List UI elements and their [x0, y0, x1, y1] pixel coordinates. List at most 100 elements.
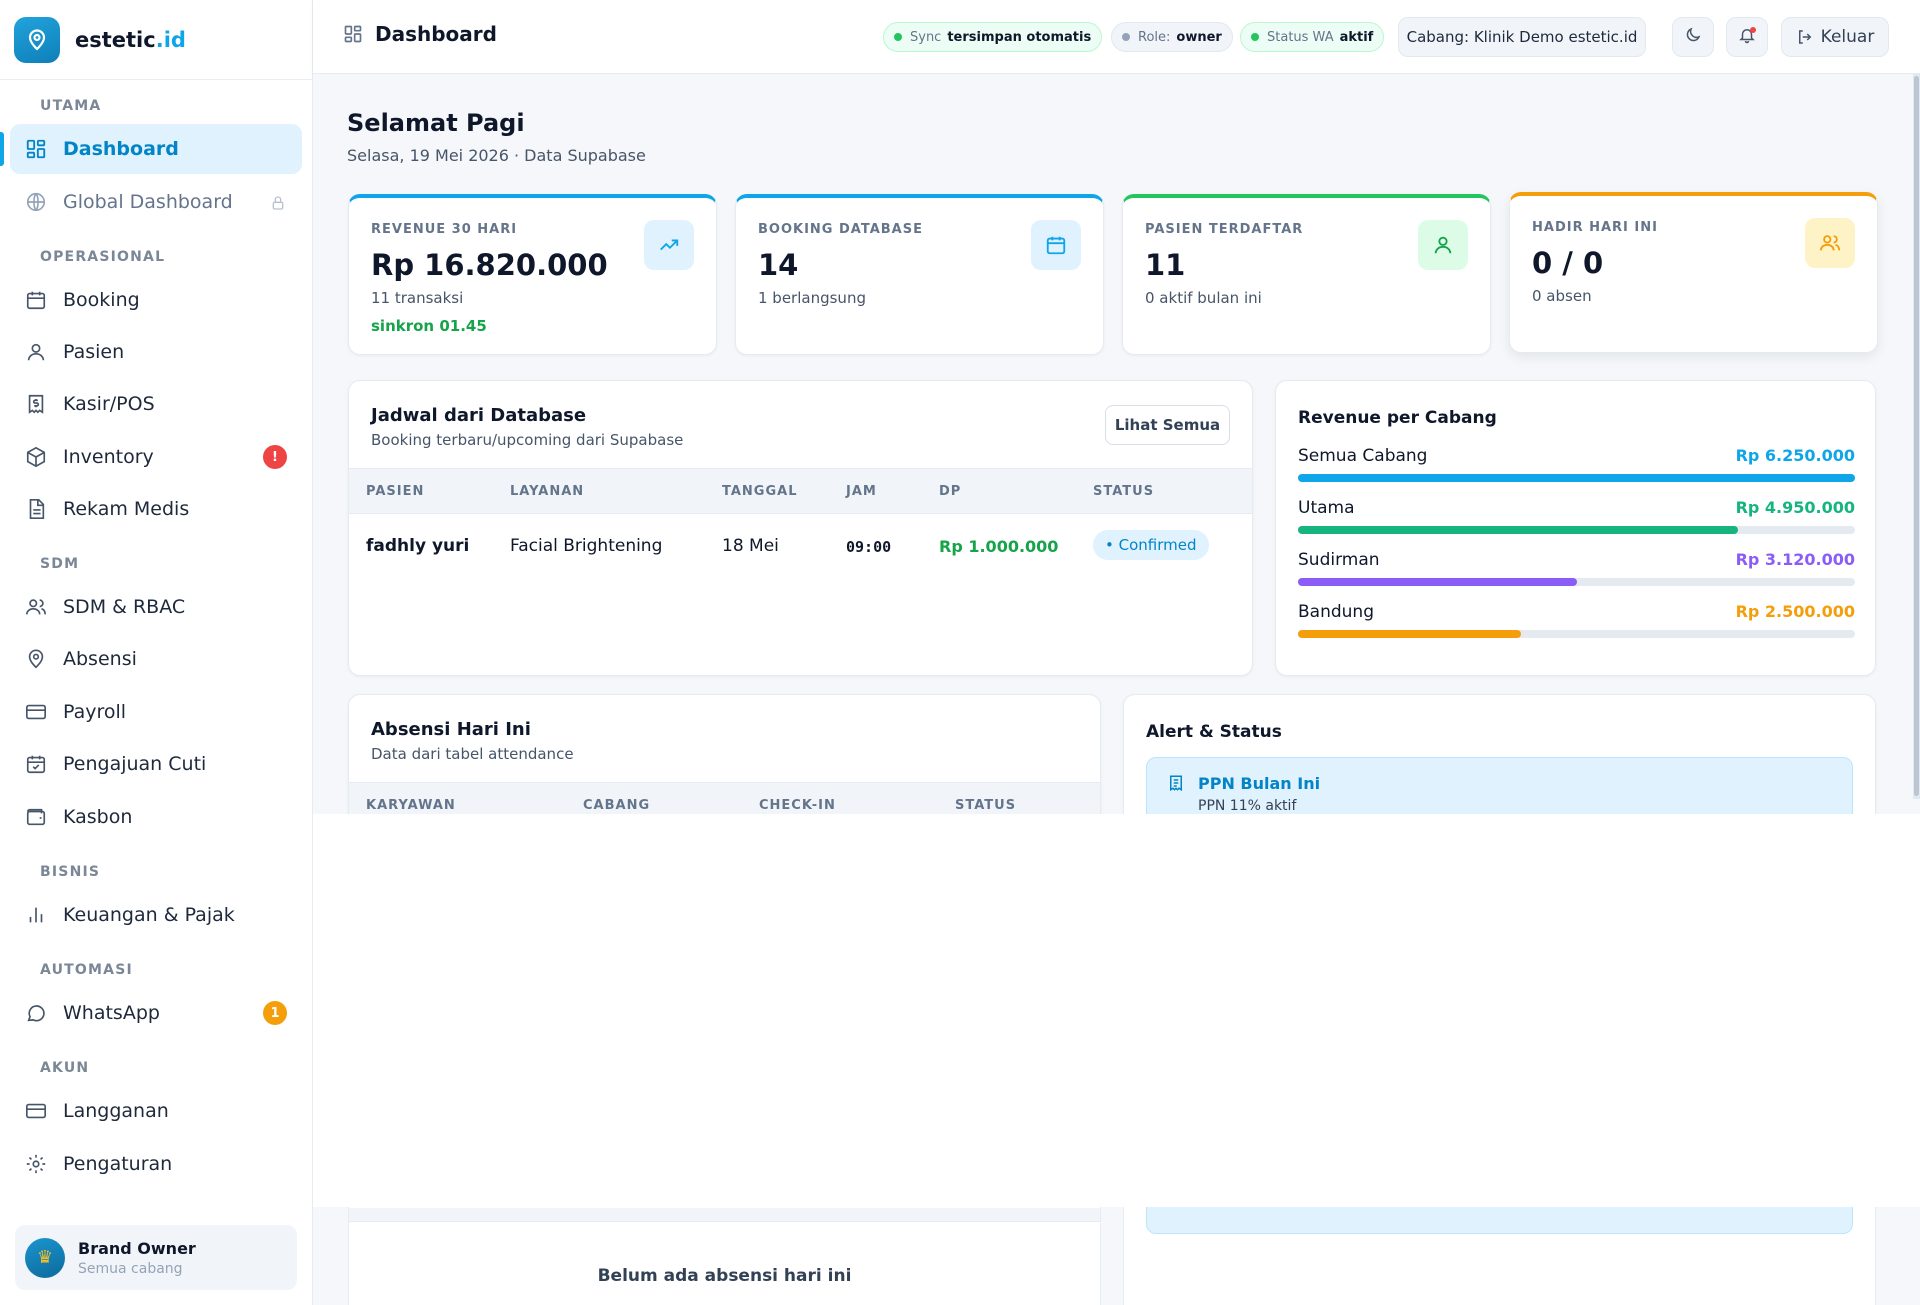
schedule-subtitle: Booking terbaru/upcoming dari Supabase	[371, 431, 684, 449]
lock-icon	[270, 194, 286, 210]
cell-jam: 09:00	[846, 538, 892, 556]
user-card[interactable]: ♛ Brand Owner Semua cabang	[15, 1225, 297, 1290]
receipt-dollar-icon	[25, 393, 47, 415]
wallet-icon	[25, 806, 47, 828]
role-key: Role:	[1138, 29, 1171, 45]
logout-button[interactable]: Keluar	[1781, 17, 1889, 57]
col-tanggal: TANGGAL	[722, 484, 798, 499]
sidebar-item-sdm-rbac[interactable]: SDM & RBAC	[10, 582, 302, 632]
sidebar-item-keuangan[interactable]: Keuangan & Pajak	[10, 890, 302, 940]
logout-icon	[1796, 28, 1814, 46]
branch-amount: Rp 6.250.000	[1735, 446, 1855, 465]
branch-name: Semua Cabang	[1298, 446, 1428, 466]
kpi-sub: 1 berlangsung	[758, 289, 866, 307]
branch-progress-fill	[1298, 578, 1577, 586]
role-value: owner	[1176, 29, 1222, 45]
sidebar-item-kasir[interactable]: Kasir/POS	[10, 379, 302, 429]
sidebar-item-label: Pengajuan Cuti	[63, 753, 207, 775]
col-jam: JAM	[846, 484, 877, 499]
sidebar-item-booking[interactable]: Booking	[10, 275, 302, 325]
sidebar-item-langganan[interactable]: Langganan	[10, 1086, 302, 1136]
branch-selector[interactable]: Cabang: Klinik Demo estetic.id	[1398, 17, 1646, 57]
map-pin-icon	[25, 648, 47, 670]
kpi-hadir-card: HADIR HARI INI 0 / 0 0 absen	[1509, 192, 1878, 353]
kpi-revenue-card: REVENUE 30 HARI Rp 16.820.000 11 transak…	[348, 194, 717, 355]
branch-progress-track	[1298, 630, 1855, 638]
theme-toggle-button[interactable]	[1672, 17, 1714, 57]
cell-layanan: Facial Brightening	[510, 536, 663, 556]
branch-progress-fill	[1298, 630, 1521, 638]
sidebar-item-inventory[interactable]: Inventory !	[10, 432, 302, 482]
sidebar-item-label: Kasir/POS	[63, 393, 155, 415]
sidebar-item-label: WhatsApp	[63, 1002, 160, 1024]
kpi-sub: 11 transaksi	[371, 289, 464, 307]
greeting-title: Selamat Pagi	[347, 109, 525, 137]
topbar: Dashboard Sync tersimpan otomatis Role: …	[313, 0, 1920, 74]
users-icon	[1805, 218, 1855, 268]
col-dp: DP	[939, 484, 962, 499]
col-karyawan: KARYAWAN	[366, 798, 456, 813]
branch-name: Bandung	[1298, 602, 1374, 622]
schedule-card: Jadwal dari Database Booking terbaru/upc…	[348, 380, 1253, 676]
chat-bubble-icon	[25, 1002, 47, 1024]
wa-value: aktif	[1339, 29, 1374, 45]
credit-card-icon	[25, 1100, 47, 1122]
kpi-value: 11	[1145, 248, 1186, 282]
moon-icon	[1684, 26, 1702, 48]
kpi-value: 14	[758, 248, 799, 282]
sidebar-item-rekam-medis[interactable]: Rekam Medis	[10, 484, 302, 534]
cell-dp: Rp 1.000.000	[939, 537, 1059, 556]
sidebar-item-global-dashboard[interactable]: Global Dashboard	[10, 177, 302, 227]
attendance-empty-panel: Belum ada absensi hari ini	[348, 1207, 1101, 1305]
notifications-button[interactable]	[1726, 17, 1768, 57]
see-all-button[interactable]: Lihat Semua	[1105, 405, 1230, 445]
sidebar-item-pengajuan-cuti[interactable]: Pengajuan Cuti	[10, 739, 302, 789]
status-dot	[894, 33, 902, 41]
sidebar-item-label: Payroll	[63, 701, 127, 723]
branch-progress-track	[1298, 526, 1855, 534]
attendance-card: Absensi Hari Ini Data dari tabel attenda…	[348, 694, 1101, 814]
section-operasional: OPERASIONAL	[40, 249, 166, 265]
sidebar-item-pasien[interactable]: Pasien	[10, 327, 302, 377]
calendar-check-icon	[25, 753, 47, 775]
sidebar-item-dashboard[interactable]: Dashboard	[0, 124, 302, 174]
sync-status-pill: Sync tersimpan otomatis	[883, 22, 1103, 52]
grid-icon	[25, 138, 47, 160]
alert-panel-continued	[1123, 1207, 1876, 1305]
alert-item-title: PPN Bulan Ini	[1198, 774, 1321, 793]
bar-chart-icon	[25, 904, 47, 926]
sidebar-item-label: SDM & RBAC	[63, 596, 186, 618]
trending-up-icon	[644, 220, 694, 270]
sidebar-item-kasbon[interactable]: Kasbon	[10, 792, 302, 842]
revenue-branch-row: Utama Rp 4.950.000	[1298, 498, 1855, 538]
user-icon	[25, 341, 47, 363]
page-title-text: Dashboard	[375, 22, 497, 46]
revenue-branch-row: Sudirman Rp 3.120.000	[1298, 550, 1855, 590]
users-icon	[25, 596, 47, 618]
kpi-sub: 0 absen	[1532, 287, 1592, 305]
greeting-subtitle: Selasa, 19 Mei 2026 · Data Supabase	[347, 146, 646, 165]
grid-icon	[343, 24, 363, 44]
main-scrollbar[interactable]	[1913, 74, 1920, 799]
brand-name-tld: .id	[155, 27, 186, 52]
col-check-in: CHECK-IN	[759, 798, 836, 813]
sidebar-item-label: Pengaturan	[63, 1153, 173, 1175]
alert-item-ppn[interactable]: PPN Bulan Ini PPN 11% aktif	[1146, 757, 1853, 814]
wa-status-pill: Status WA aktif	[1240, 22, 1385, 52]
credit-card-icon	[25, 701, 47, 723]
status-dot	[1251, 33, 1259, 41]
table-header-strip	[349, 1208, 1100, 1222]
sidebar-item-pengaturan[interactable]: Pengaturan	[10, 1139, 302, 1189]
alert-status-card: Alert & Status PPN Bulan Ini PPN 11% akt…	[1123, 694, 1876, 814]
main-content: Selamat Pagi Selasa, 19 Mei 2026 · Data …	[313, 74, 1920, 814]
scrollbar-thumb[interactable]	[1914, 76, 1919, 796]
sidebar-item-label: Inventory	[63, 446, 154, 468]
location-pin-logo-icon	[14, 16, 60, 63]
col-pasien: PASIEN	[366, 484, 425, 499]
alert-box-tail	[1146, 1207, 1853, 1234]
brand[interactable]: estetic.id	[0, 0, 312, 80]
inventory-alert-badge: !	[263, 445, 287, 469]
sidebar-item-payroll[interactable]: Payroll	[10, 687, 302, 737]
sidebar-item-absensi[interactable]: Absensi	[10, 634, 302, 684]
sidebar-item-whatsapp[interactable]: WhatsApp 1	[10, 988, 302, 1038]
